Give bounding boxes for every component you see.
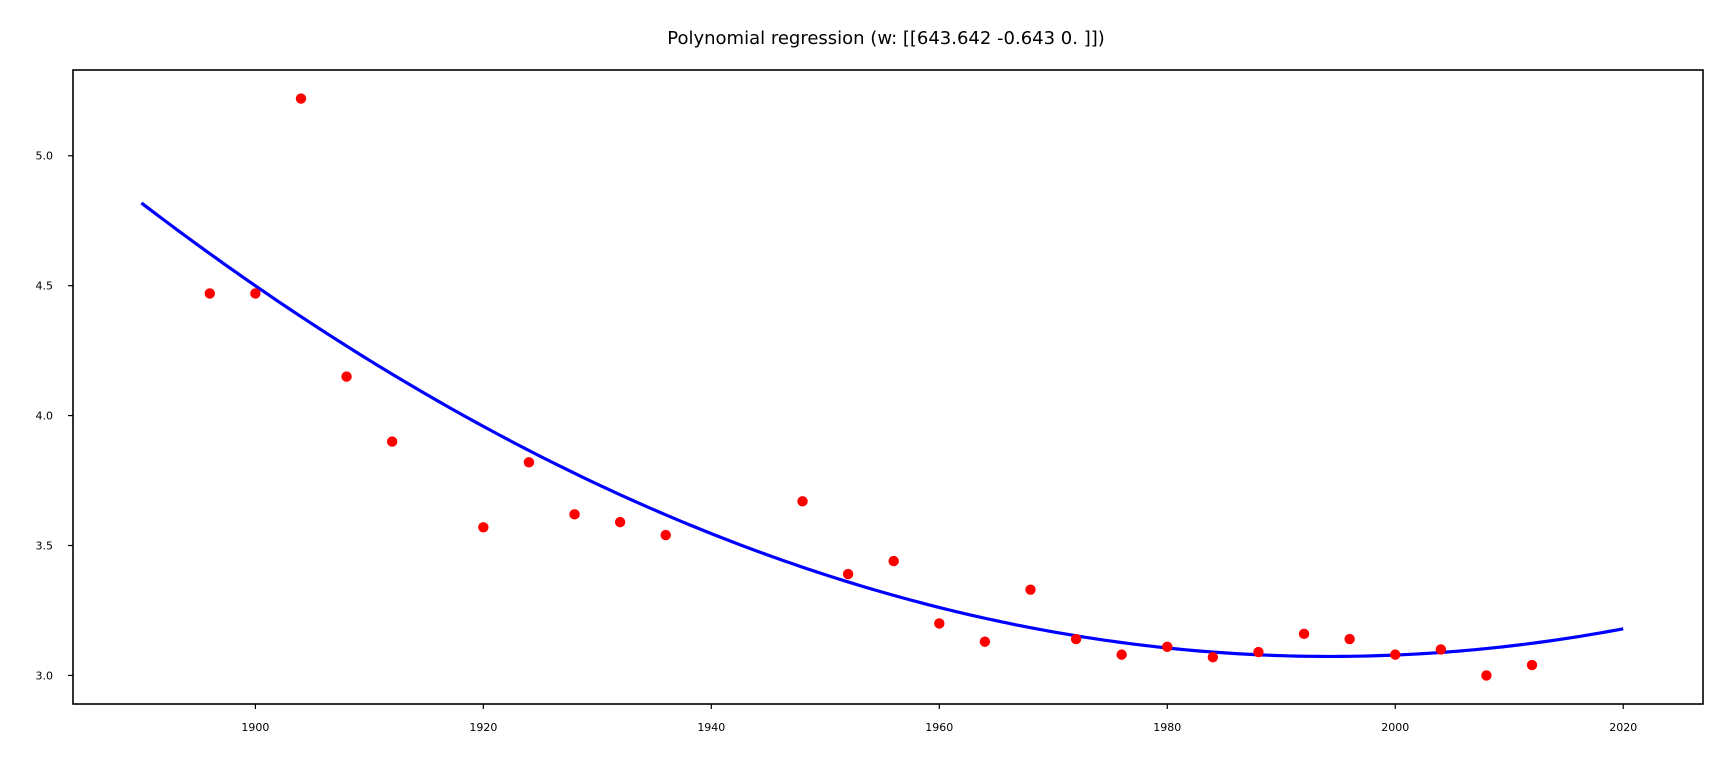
y-tick-label: 5.0 xyxy=(36,150,54,163)
data-point xyxy=(1070,633,1082,645)
data-point xyxy=(1481,670,1492,681)
data-point xyxy=(979,636,991,647)
data-point xyxy=(1207,652,1219,663)
regression-line xyxy=(140,201,1624,659)
x-tick-label: 2000 xyxy=(1381,721,1409,734)
data-point xyxy=(797,496,808,507)
data-point xyxy=(341,371,352,382)
data-point xyxy=(1116,649,1127,660)
data-point xyxy=(523,457,535,468)
data-point xyxy=(250,288,261,299)
data-point xyxy=(842,568,854,580)
plot-frame xyxy=(72,69,1704,705)
data-point xyxy=(386,436,398,447)
y-tick-label: 4.0 xyxy=(36,410,54,423)
y-tick-label: 3.5 xyxy=(36,540,54,553)
data-point xyxy=(660,529,671,541)
x-tick-label: 1960 xyxy=(925,721,953,734)
data-point xyxy=(1298,628,1310,640)
x-tick-label: 1980 xyxy=(1153,721,1181,734)
data-point xyxy=(934,618,945,629)
data-point xyxy=(1390,649,1401,660)
data-point xyxy=(569,509,580,520)
scatter-points xyxy=(204,93,1538,681)
data-point xyxy=(204,288,215,299)
x-tick-label: 1900 xyxy=(241,721,269,734)
data-point xyxy=(1526,659,1538,671)
data-point xyxy=(614,516,626,528)
data-point xyxy=(1162,641,1173,653)
axes: 1900 1920 1940 1960 1980 2000 2020 3.0 3.5 4.0 4.5… xyxy=(36,150,1638,734)
y-tick-label: 3.0 xyxy=(36,669,54,682)
x-tick-label: 1940 xyxy=(697,721,725,734)
chart-title: Polynomial regression (w: [[643.642 -0.6… xyxy=(667,28,1105,49)
x-tick-label: 1920 xyxy=(469,721,497,734)
data-point xyxy=(1435,644,1447,655)
x-tick-label: 2020 xyxy=(1609,721,1637,734)
data-point xyxy=(478,522,489,533)
data-point xyxy=(1025,584,1036,595)
data-point xyxy=(295,93,307,104)
regression-line-group xyxy=(140,201,1624,659)
data-point xyxy=(1253,646,1264,658)
y-tick-label: 4.5 xyxy=(36,280,54,293)
data-point xyxy=(1344,633,1355,645)
data-point xyxy=(888,555,899,567)
